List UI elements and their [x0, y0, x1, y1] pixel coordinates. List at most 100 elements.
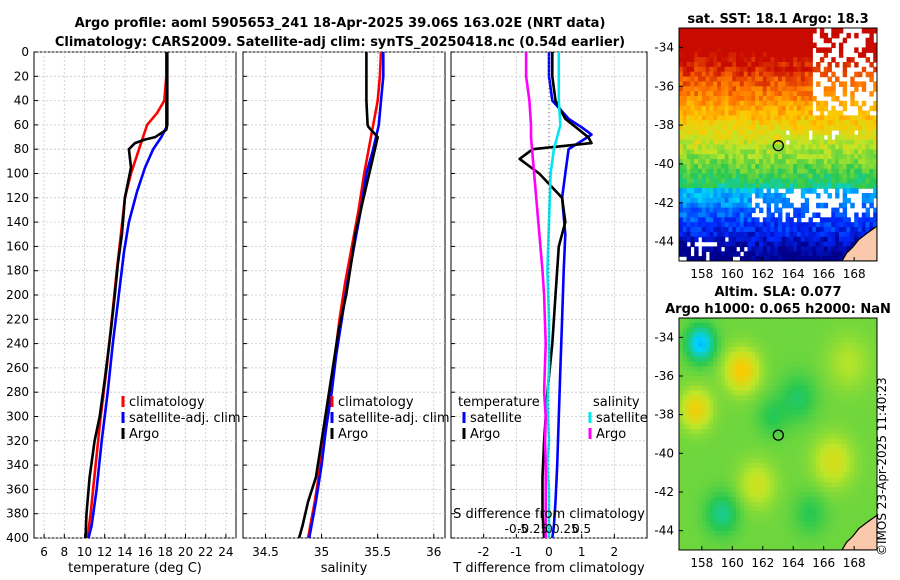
sla-cell — [869, 414, 874, 421]
sst-cell — [713, 183, 718, 189]
sst-cell — [808, 217, 813, 223]
sst-cell — [789, 173, 794, 180]
sst-cell — [854, 86, 859, 92]
sla-cell — [831, 472, 836, 479]
sla-cell — [842, 438, 848, 445]
sla-cell — [728, 414, 733, 421]
sla-cell — [774, 453, 779, 459]
sla-cell — [728, 356, 733, 363]
sla-cell — [781, 318, 787, 324]
sla-cell — [781, 438, 787, 445]
sla-cell — [698, 496, 703, 503]
sla-cell — [713, 395, 718, 401]
sst-cell — [751, 105, 756, 112]
sst-cell — [816, 202, 821, 209]
sla-cell — [686, 342, 691, 348]
sla-cell — [720, 371, 726, 377]
sla-cell — [762, 463, 768, 469]
sla-cell — [747, 380, 752, 387]
sla-cell — [831, 463, 836, 469]
sla-cell — [800, 409, 806, 416]
sst-cell — [800, 178, 806, 184]
sla-cell — [720, 361, 726, 367]
sla-cell — [736, 361, 741, 367]
sst-cell — [709, 71, 714, 78]
sst-cell — [724, 66, 730, 73]
sst-cell — [709, 212, 714, 218]
sst-cell — [694, 100, 699, 107]
sst-cell — [766, 236, 771, 243]
sst-cell — [812, 173, 817, 180]
sst-cell — [858, 81, 863, 87]
sla-cell — [720, 501, 726, 508]
sla-cell — [682, 487, 688, 493]
sla-cell — [800, 506, 806, 512]
sst-cell — [724, 173, 730, 180]
sst-cell — [770, 231, 775, 238]
sst-cell — [774, 202, 779, 209]
sla-cell — [770, 443, 775, 450]
sla-cell — [827, 438, 832, 445]
sst-cell — [728, 134, 733, 141]
sst-cell — [701, 231, 707, 238]
sst-cell — [682, 110, 688, 116]
sst-cell — [861, 227, 867, 233]
sla-cell — [823, 501, 829, 508]
sla-cell — [789, 521, 794, 527]
sla-cell — [781, 472, 787, 479]
sla-cell — [682, 405, 688, 411]
sla-cell — [755, 530, 760, 537]
sla-cell — [747, 463, 752, 469]
sla-cell — [694, 361, 699, 367]
sst-cell — [770, 91, 775, 97]
sst-cell — [728, 188, 733, 194]
sla-cell — [732, 400, 737, 406]
sla-cell — [701, 342, 707, 348]
sla-cell — [682, 482, 688, 488]
sla-cell — [812, 390, 817, 396]
sla-cell — [850, 395, 855, 401]
sst-cell — [778, 120, 783, 126]
sst-cell — [785, 66, 790, 73]
sst-cell — [827, 110, 832, 116]
sst-cell — [770, 96, 775, 102]
sla-cell — [797, 453, 802, 459]
sst-cell — [831, 57, 836, 63]
sst-cell — [759, 110, 764, 116]
sla-cell — [816, 356, 821, 363]
sla-cell — [732, 342, 737, 348]
sst-cell — [713, 42, 718, 49]
sst-cell — [690, 188, 695, 194]
sla-cell — [846, 458, 851, 464]
sst-cell — [778, 207, 783, 214]
sla-cell — [781, 405, 787, 411]
sst-cell — [701, 96, 707, 102]
sst-cell — [724, 57, 730, 63]
sla-cell — [713, 371, 718, 377]
sst-cell — [732, 246, 737, 252]
sla-cell — [743, 361, 749, 367]
sla-cell — [698, 376, 703, 382]
sst-cell — [739, 168, 745, 175]
sst-cell — [755, 52, 760, 58]
sla-cell — [732, 443, 737, 450]
sla-cell — [861, 424, 867, 430]
sst-cell — [778, 115, 783, 121]
sst-cell — [781, 42, 787, 49]
sla-cell — [743, 496, 749, 503]
sla-cell — [766, 492, 771, 498]
sla-cell — [797, 366, 802, 372]
sla-cell — [743, 492, 749, 498]
sst-cell — [751, 76, 756, 82]
sst-cell — [808, 96, 813, 102]
sst-cell — [808, 47, 813, 53]
sst-cell — [755, 149, 760, 155]
sst-cell — [755, 178, 760, 184]
sst-cell — [736, 154, 741, 160]
sla-cell — [842, 487, 848, 493]
sst-cell — [736, 231, 741, 238]
sla-cell — [804, 525, 810, 532]
sst-cell — [724, 47, 730, 53]
sla-cell — [793, 467, 798, 474]
sst-cell — [736, 28, 741, 34]
